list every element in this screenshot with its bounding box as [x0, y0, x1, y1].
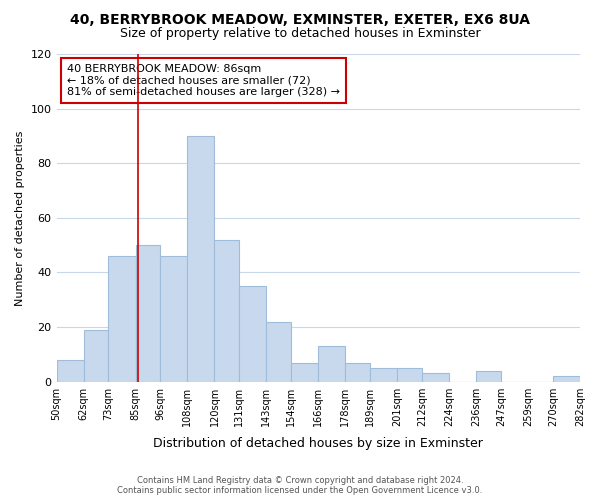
Bar — [397, 368, 422, 382]
Text: Size of property relative to detached houses in Exminster: Size of property relative to detached ho… — [119, 28, 481, 40]
Bar — [136, 245, 160, 382]
Bar — [370, 368, 397, 382]
Text: 40 BERRYBROOK MEADOW: 86sqm
← 18% of detached houses are smaller (72)
81% of sem: 40 BERRYBROOK MEADOW: 86sqm ← 18% of det… — [67, 64, 340, 97]
Text: 40, BERRYBROOK MEADOW, EXMINSTER, EXETER, EX6 8UA: 40, BERRYBROOK MEADOW, EXMINSTER, EXETER… — [70, 12, 530, 26]
Bar — [109, 256, 136, 382]
X-axis label: Distribution of detached houses by size in Exminster: Distribution of detached houses by size … — [154, 437, 483, 450]
Bar — [266, 322, 291, 382]
Bar — [476, 370, 501, 382]
Bar — [83, 330, 109, 382]
Bar — [553, 376, 580, 382]
Bar — [422, 374, 449, 382]
Bar — [160, 256, 187, 382]
Bar — [318, 346, 346, 382]
Bar — [56, 360, 83, 382]
Y-axis label: Number of detached properties: Number of detached properties — [15, 130, 25, 306]
Bar — [187, 136, 214, 382]
Bar — [214, 240, 239, 382]
Bar — [291, 362, 318, 382]
Bar — [239, 286, 266, 382]
Bar — [346, 362, 370, 382]
Text: Contains HM Land Registry data © Crown copyright and database right 2024.
Contai: Contains HM Land Registry data © Crown c… — [118, 476, 482, 495]
